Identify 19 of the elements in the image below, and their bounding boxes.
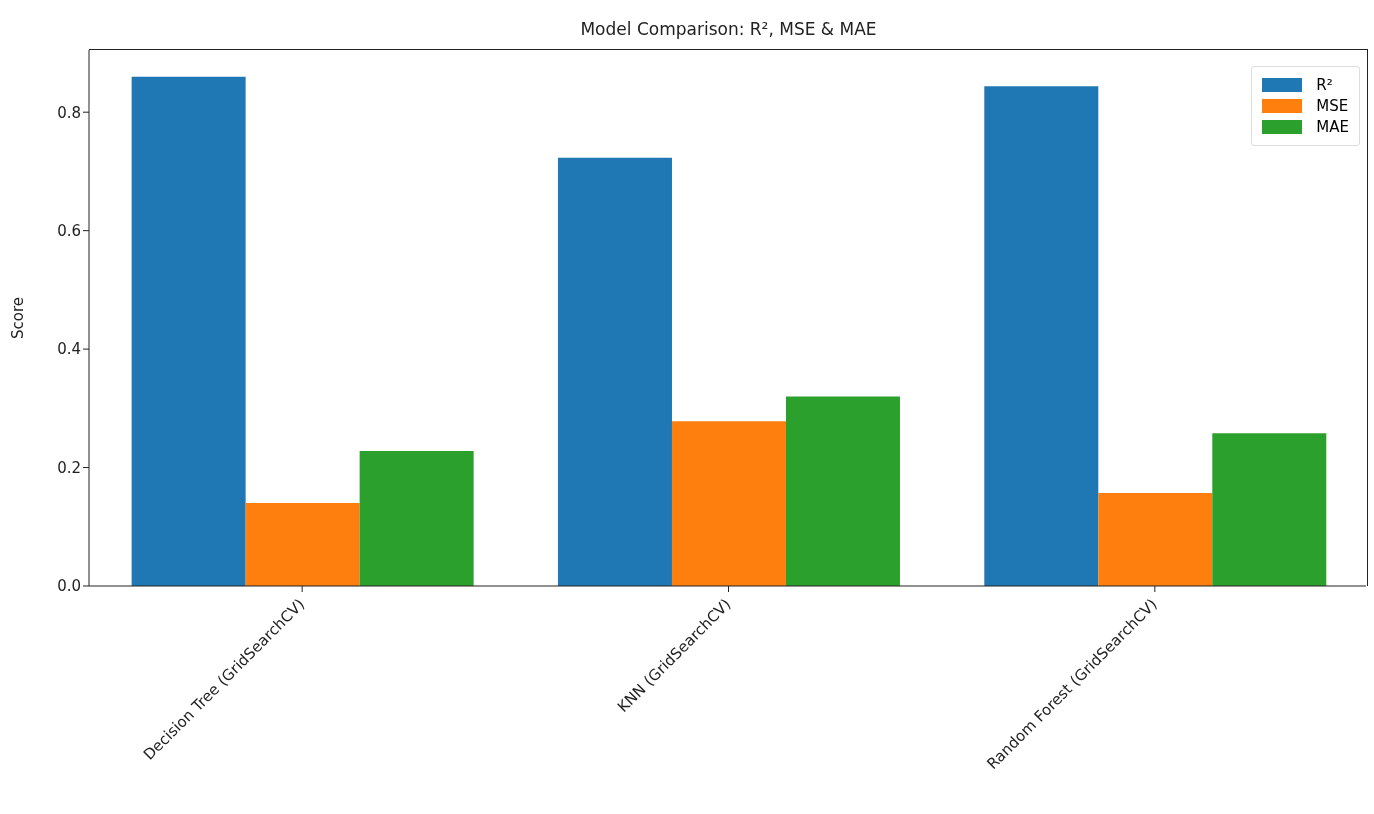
bar — [984, 86, 1099, 586]
bar — [359, 450, 474, 586]
y-tick-label: 0.8 — [57, 103, 81, 122]
y-tick-label: 0.4 — [57, 340, 81, 359]
bar — [245, 503, 360, 586]
bar — [1212, 433, 1327, 586]
y-tick-label: 0.0 — [57, 577, 81, 596]
legend-label: MAE — [1316, 118, 1349, 136]
bar — [1098, 493, 1213, 586]
legend-label: R² — [1316, 76, 1333, 94]
bar — [557, 157, 672, 586]
bar — [785, 396, 900, 586]
y-tick-label: 0.2 — [57, 458, 81, 477]
legend-label: MSE — [1316, 97, 1349, 115]
y-axis-title: Score — [9, 296, 28, 340]
bar — [131, 76, 246, 586]
chart-title: Model Comparison: R², MSE & MAE — [580, 18, 877, 39]
y-tick-label: 0.6 — [57, 221, 81, 240]
bar — [671, 421, 786, 586]
